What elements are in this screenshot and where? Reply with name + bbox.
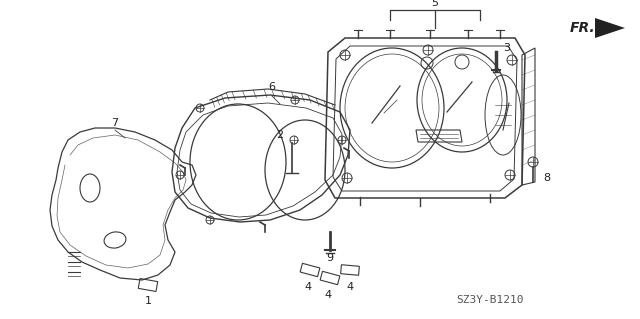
Polygon shape [595,18,625,38]
Text: 6: 6 [268,82,275,92]
Text: 4: 4 [305,282,312,292]
Text: 4: 4 [346,282,353,292]
Bar [320,271,340,285]
Text: 7: 7 [111,118,118,128]
Text: 1: 1 [145,296,152,306]
Text: 5: 5 [431,0,438,8]
Text: 4: 4 [324,290,332,300]
Bar [138,278,157,292]
Text: 8: 8 [543,173,550,183]
Text: FR.: FR. [570,21,596,35]
Bar [340,265,359,275]
Bar [300,263,320,277]
Text: 3: 3 [503,43,510,53]
Text: 9: 9 [326,253,333,263]
Text: 2: 2 [276,130,283,140]
Text: SZ3Y-B1210: SZ3Y-B1210 [456,295,524,305]
